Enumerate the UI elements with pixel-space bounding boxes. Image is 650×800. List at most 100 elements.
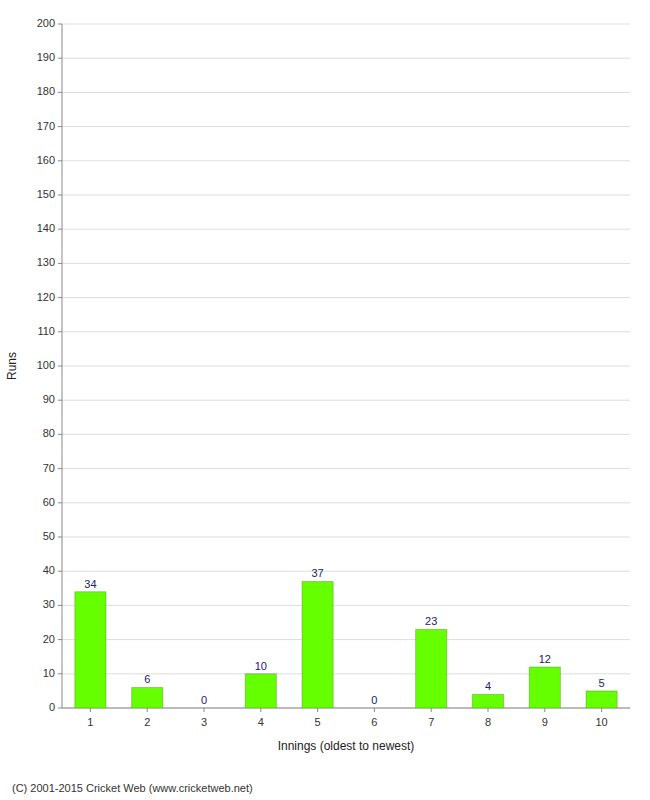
bar (245, 674, 276, 708)
footer: (C) 2001-2015 Cricket Web (www.cricketwe… (12, 782, 253, 794)
y-tick (58, 366, 62, 367)
y-tick-label: 100 (37, 359, 55, 371)
x-tick (147, 708, 148, 712)
y-tick-label: 160 (37, 154, 55, 166)
y-tick (58, 160, 62, 161)
chart-container: 0102030405060708090100110120130140150160… (0, 0, 650, 800)
y-tick (58, 229, 62, 230)
y-tick-label: 200 (37, 17, 55, 29)
bar (529, 667, 560, 708)
y-axis-label: Runs (5, 352, 19, 380)
data-label: 0 (201, 694, 207, 706)
data-label: 37 (311, 567, 323, 579)
grid-line (62, 195, 630, 196)
x-tick (260, 708, 261, 712)
grid-line (62, 126, 630, 127)
x-tick (544, 708, 545, 712)
data-label: 4 (485, 680, 491, 692)
x-tick-label: 1 (87, 716, 93, 728)
y-tick (58, 468, 62, 469)
y-tick-label: 140 (37, 222, 55, 234)
bar (472, 694, 503, 708)
y-tick (58, 400, 62, 401)
grid-line (62, 263, 630, 264)
bar (75, 592, 106, 708)
grid-line (62, 468, 630, 469)
y-tick-label: 180 (37, 85, 55, 97)
bar (586, 691, 617, 708)
grid-line (62, 58, 630, 59)
y-tick-label: 50 (43, 530, 55, 542)
y-tick-label: 40 (43, 564, 55, 576)
y-tick (58, 297, 62, 298)
y-tick (58, 639, 62, 640)
grid-line (62, 229, 630, 230)
x-tick (431, 708, 432, 712)
grid-line (62, 366, 630, 367)
bar (302, 581, 333, 708)
data-label: 23 (425, 615, 437, 627)
x-tick (488, 708, 489, 712)
x-tick (204, 708, 205, 712)
x-tick-label: 8 (485, 716, 491, 728)
x-tick (317, 708, 318, 712)
data-label: 5 (599, 677, 605, 689)
grid-line (62, 400, 630, 401)
x-tick-label: 4 (258, 716, 264, 728)
chart-svg: 0102030405060708090100110120130140150160… (0, 0, 650, 800)
y-tick (58, 708, 62, 709)
y-tick-label: 150 (37, 188, 55, 200)
data-label: 12 (539, 653, 551, 665)
x-tick-label: 5 (315, 716, 321, 728)
y-tick-label: 90 (43, 393, 55, 405)
y-tick-label: 0 (49, 701, 55, 713)
y-tick-label: 110 (37, 325, 55, 337)
x-tick-label: 7 (428, 716, 434, 728)
y-tick (58, 502, 62, 503)
y-tick-label: 190 (37, 51, 55, 63)
y-axis-line (62, 24, 63, 708)
y-tick-label: 130 (37, 256, 55, 268)
grid-line (62, 434, 630, 435)
y-tick (58, 92, 62, 93)
bar (188, 708, 219, 709)
y-tick-label: 120 (37, 291, 55, 303)
x-tick (90, 708, 91, 712)
grid-line (62, 92, 630, 93)
y-tick (58, 571, 62, 572)
grid-line (62, 24, 630, 25)
y-tick-label: 170 (37, 120, 55, 132)
grid-line (62, 160, 630, 161)
y-tick-label: 20 (43, 633, 55, 645)
y-tick (58, 263, 62, 264)
y-tick (58, 605, 62, 606)
x-tick-label: 6 (371, 716, 377, 728)
x-tick (374, 708, 375, 712)
bar (132, 687, 163, 708)
y-tick-label: 60 (43, 496, 55, 508)
x-tick-label: 2 (144, 716, 150, 728)
y-tick-label: 10 (43, 667, 55, 679)
data-label: 6 (144, 673, 150, 685)
grid-line (62, 331, 630, 332)
data-labels: 346010370234125 (84, 567, 604, 706)
y-tick (58, 434, 62, 435)
y-tick-label: 70 (43, 462, 55, 474)
grid-line (62, 639, 630, 640)
grid-line (62, 605, 630, 606)
grid-line (62, 571, 630, 572)
y-tick (58, 195, 62, 196)
x-tick-label: 3 (201, 716, 207, 728)
y-tick (58, 58, 62, 59)
x-tick (601, 708, 602, 712)
y-tick (58, 24, 62, 25)
grid-line (62, 297, 630, 298)
y-tick (58, 537, 62, 538)
x-tick-label: 10 (595, 716, 607, 728)
axes: 0102030405060708090100110120130140150160… (37, 17, 630, 728)
bars (75, 581, 617, 708)
grid-line (62, 502, 630, 503)
bar (359, 708, 390, 709)
data-label: 34 (84, 578, 96, 590)
grid-line (62, 537, 630, 538)
